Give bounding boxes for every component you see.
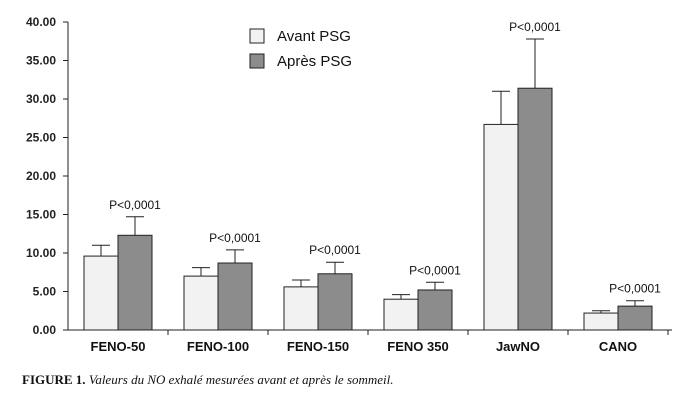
category-label: FENO-150 xyxy=(287,339,349,354)
bar-chart: 0.00 5.00 10.00 15.00 20.00 25.00 30.00 35.00 40… xyxy=(26,15,672,354)
caption-lead: FIGURE 1. xyxy=(22,372,86,387)
bar-avant-5 xyxy=(583,312,619,331)
y-ticks: 0.00 5.00 10.00 15.00 20.00 25.00 30.00 35.00 40… xyxy=(26,15,68,337)
legend-label-avant: Avant PSG xyxy=(277,28,351,45)
category-label: FENO-50 xyxy=(91,339,146,354)
category-label: JawNO xyxy=(496,339,540,354)
bar-apres-0 xyxy=(117,234,153,331)
bar-apres-5 xyxy=(617,305,653,331)
legend-swatch-avant xyxy=(249,28,265,44)
y-tick-label: 15.00 xyxy=(26,208,56,222)
bar-avant-0 xyxy=(83,255,119,331)
annotations: P<0,0001 P<0,0001 P<0,0001 P<0,0001 P<0,0001… xyxy=(109,20,661,296)
bar-apres-4 xyxy=(517,87,553,331)
p-value-annotation: P<0,0001 xyxy=(409,263,461,277)
legend-label-apres: Après PSG xyxy=(277,53,352,70)
y-tick-label: 25.00 xyxy=(26,131,56,145)
y-tick-label: 35.00 xyxy=(26,54,56,68)
y-tick-label: 40.00 xyxy=(26,15,56,29)
legend-swatch-apres xyxy=(249,53,265,69)
bar-apres-3 xyxy=(417,289,453,331)
y-tick-label: 30.00 xyxy=(26,92,56,106)
p-value-annotation: P<0,0001 xyxy=(509,20,561,34)
figure-caption: FIGURE 1. Valeurs du NO exhalé mesurées … xyxy=(22,372,394,388)
y-tick-label: 10.00 xyxy=(26,246,56,260)
y-tick-label: 0.00 xyxy=(33,323,57,337)
p-value-annotation: P<0,0001 xyxy=(609,282,661,296)
y-tick-label: 20.00 xyxy=(26,169,56,183)
bar-avant-1 xyxy=(183,275,219,331)
bar-apres-1 xyxy=(217,262,253,331)
caption-text: Valeurs du NO exhalé mesurées avant et a… xyxy=(88,372,394,387)
p-value-annotation: P<0,0001 xyxy=(209,231,261,245)
category-label: CANO xyxy=(599,339,637,354)
p-value-annotation: P<0,0001 xyxy=(109,198,161,212)
category-label: FENO 350 xyxy=(387,339,448,354)
p-value-annotation: P<0,0001 xyxy=(309,243,361,257)
bar-avant-4 xyxy=(483,123,519,331)
bars xyxy=(83,38,653,331)
bar-apres-2 xyxy=(317,273,353,331)
y-tick-label: 5.00 xyxy=(33,285,57,299)
bar-avant-3 xyxy=(383,298,419,331)
category-label: FENO-100 xyxy=(187,339,249,354)
legend: Avant PSG Après PSG xyxy=(249,28,352,70)
category-labels: FENO-50 FENO-100 FENO-150 FENO 350 JawNO CANO xyxy=(91,330,669,354)
bar-avant-2 xyxy=(283,286,319,331)
